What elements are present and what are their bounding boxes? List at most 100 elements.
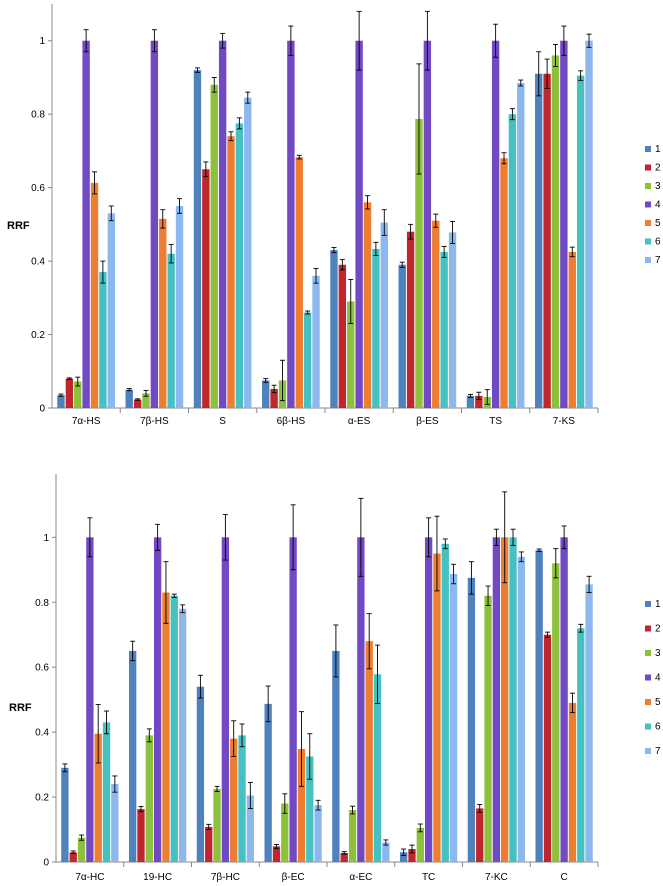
bar-series-6 (577, 628, 585, 862)
legend-swatch (645, 650, 651, 656)
bar-series-5 (295, 157, 303, 408)
bar-series-7 (380, 222, 388, 408)
bar-series-1 (332, 650, 340, 862)
bar-series-6 (170, 595, 178, 862)
bar-series-6 (235, 123, 244, 408)
bar-series-7 (107, 213, 115, 408)
legend-swatch (645, 146, 651, 152)
bar-series-6 (303, 312, 312, 408)
bar-series-4 (150, 40, 159, 409)
bar-series-4 (153, 537, 162, 862)
legend-swatch (645, 601, 651, 607)
y-tick-label: 1 (39, 36, 45, 47)
bar-series-4 (357, 537, 365, 862)
bar-series-7 (178, 608, 187, 862)
legend-label: 2 (655, 163, 661, 174)
bar-series-2 (340, 852, 348, 862)
bar-series-4 (218, 40, 227, 409)
bar-series-3 (415, 118, 423, 408)
y-axis-label: RRF (7, 220, 30, 232)
bar-series-1 (466, 395, 475, 408)
legend-swatch (645, 164, 651, 171)
bar-series-3 (551, 55, 560, 408)
bar-series-1 (399, 852, 408, 862)
category-label: 6β-HS (277, 416, 306, 427)
legend-label: 7 (655, 746, 661, 757)
bar-series-5 (297, 749, 306, 862)
bar-series-1 (535, 550, 543, 862)
legend-swatch (645, 748, 651, 754)
bar-series-7 (585, 40, 593, 409)
bar-series-3 (213, 788, 221, 862)
category-label: 7β-HC (211, 872, 240, 883)
bar-series-7 (382, 842, 390, 862)
bar-series-5 (432, 220, 440, 408)
y-tick-label: 0.4 (31, 257, 45, 268)
legend-label: 4 (655, 200, 661, 211)
y-tick-label: 0.4 (35, 728, 49, 739)
bar-series-1 (262, 380, 270, 408)
y-tick-label: 0.6 (35, 663, 49, 674)
bar-series-6 (508, 114, 517, 408)
category-label: α-ES (348, 416, 371, 427)
category-label: S (219, 416, 226, 427)
y-tick-label: 0.2 (31, 330, 45, 341)
bar-series-6 (576, 75, 585, 409)
y-tick-label: 1 (43, 533, 49, 544)
category-label: β-ES (416, 416, 439, 427)
category-label: β-EC (282, 872, 305, 883)
bar-series-5 (500, 158, 508, 408)
bar-series-7 (517, 82, 525, 409)
bar-series-6 (509, 537, 517, 862)
bar-series-6 (167, 253, 175, 408)
legend-swatch (645, 220, 651, 226)
bar-series-6 (306, 756, 314, 862)
bar-series-6 (372, 248, 380, 408)
legend-label: 1 (655, 599, 661, 610)
bar-series-2 (408, 849, 416, 862)
bar-series-5 (227, 136, 235, 408)
bar-series-4 (355, 40, 363, 409)
bar-series-1 (398, 264, 406, 408)
bar-series-4 (221, 537, 230, 862)
legend-swatch (645, 183, 651, 189)
bar-series-1 (57, 395, 65, 408)
bar-series-1 (193, 70, 202, 408)
bar-series-4 (560, 537, 568, 862)
bar-series-3 (142, 393, 150, 408)
bar-series-3 (348, 810, 357, 862)
bar-series-3 (77, 837, 86, 862)
legend-swatch (645, 674, 651, 681)
y-tick-label: 0.8 (31, 110, 45, 121)
bar-series-5 (433, 553, 441, 862)
category-label: TS (489, 416, 502, 427)
legend-swatch (645, 257, 651, 263)
bar-series-2 (272, 846, 281, 862)
bar-series-3 (416, 827, 424, 862)
bar-series-5 (90, 182, 99, 408)
bar-series-2 (133, 399, 142, 408)
category-label: 19-HC (143, 872, 172, 883)
bar-series-2 (202, 169, 210, 408)
legend-label: 4 (655, 673, 661, 684)
bar-series-2 (69, 852, 77, 862)
bar-series-1 (196, 686, 205, 862)
category-label: 7α-HS (72, 416, 101, 427)
legend-swatch (645, 238, 651, 245)
category-label: 7-KS (553, 416, 576, 427)
bar-series-7 (312, 275, 320, 408)
bar-series-6 (373, 674, 382, 862)
category-label: TC (422, 872, 435, 883)
y-axis-label: RRF (9, 702, 32, 714)
bar-series-2 (338, 264, 347, 408)
bar-series-4 (424, 537, 433, 862)
legend-swatch (645, 201, 651, 208)
legend-label: 1 (655, 144, 661, 155)
chart-bottom: RRF 0 0.2 0.4 0.6 0.8 1 7α-HC 19-HC 7β-HC β-EC α-E… (9, 474, 661, 883)
bar-series-3 (145, 735, 153, 862)
bar-series-5 (159, 218, 167, 408)
bar-series-3 (347, 301, 355, 408)
y-tick-label: 0 (39, 404, 45, 415)
legend-label: 6 (655, 237, 661, 248)
